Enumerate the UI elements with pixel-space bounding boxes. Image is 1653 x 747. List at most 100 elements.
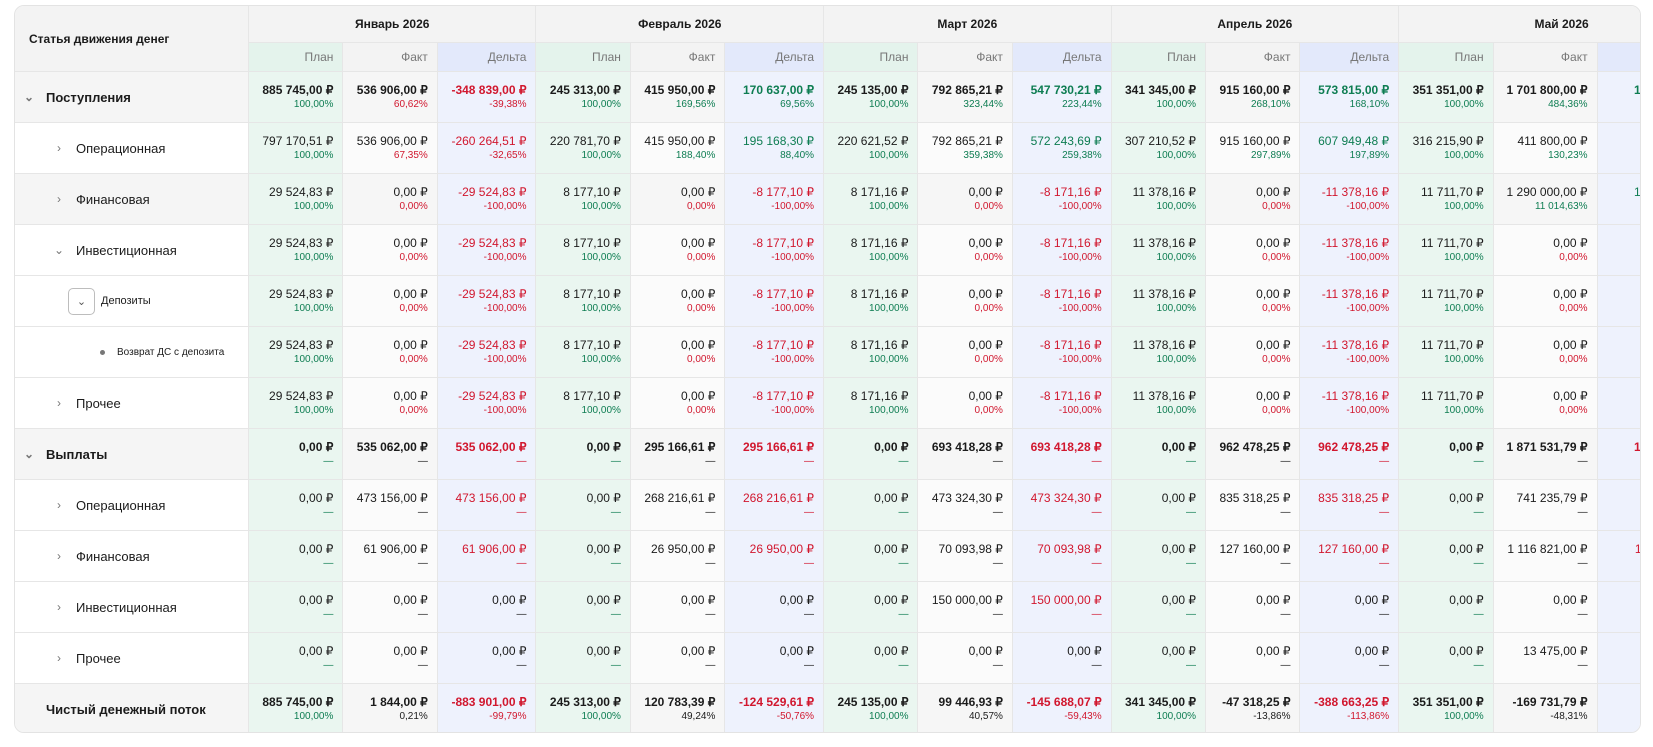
plan-cell[interactable]: 0,00 ₽ — — [823, 479, 919, 531]
delta-cell[interactable]: 693 418,28 ₽ — — [1012, 428, 1112, 480]
plan-cell[interactable]: 11 711,70 ₽ 100,00% — [1398, 275, 1494, 327]
delta-cell[interactable]: 95 584,10 ₽30,23% — [1597, 122, 1640, 174]
plan-cell[interactable]: 245 313,00 ₽ 100,00% — [535, 71, 631, 123]
plan-cell[interactable]: 0,00 ₽ — — [248, 428, 344, 480]
fact-cell[interactable]: -169 731,79 ₽ -48,31% — [1493, 683, 1598, 732]
subheader-fact[interactable]: Факт — [1493, 42, 1598, 72]
plan-cell[interactable]: 11 711,70 ₽ 100,00% — [1398, 173, 1494, 225]
fact-cell[interactable]: 915 160,00 ₽ 297,89% — [1205, 122, 1301, 174]
delta-cell[interactable]: 962 478,25 ₽ — — [1299, 428, 1400, 480]
plan-cell[interactable]: 0,00 ₽ — — [1398, 530, 1494, 582]
delta-cell[interactable]: 473 156,00 ₽ — — [437, 479, 537, 531]
fact-cell[interactable]: 693 418,28 ₽ — — [917, 428, 1013, 480]
plan-cell[interactable]: 29 524,83 ₽ 100,00% — [248, 224, 344, 276]
delta-cell[interactable]: -29 524,83 ₽ -100,00% — [437, 377, 537, 429]
plan-cell[interactable]: 0,00 ₽ — — [823, 530, 919, 582]
fact-cell[interactable]: 1 701 800,00 ₽ 484,36% — [1493, 71, 1598, 123]
plan-cell[interactable]: 0,00 ₽ — — [535, 632, 631, 684]
plan-cell[interactable]: 29 524,83 ₽ 100,00% — [248, 326, 344, 378]
fact-cell[interactable]: 0,00 ₽ 0,00% — [917, 173, 1013, 225]
plan-cell[interactable]: 220 781,70 ₽ 100,00% — [535, 122, 631, 174]
plan-cell[interactable]: 885 745,00 ₽ 100,00% — [248, 71, 344, 123]
row-label-cell[interactable]: › Операционная — [15, 122, 249, 174]
delta-cell[interactable]: -8 177,10 ₽ -100,00% — [724, 275, 825, 327]
plan-cell[interactable]: 0,00 ₽ — — [535, 530, 631, 582]
delta-cell[interactable]: -883 901,00 ₽ -99,79% — [437, 683, 537, 732]
fact-cell[interactable]: 0,00 ₽ 0,00% — [1493, 224, 1598, 276]
delta-cell[interactable]: 1 278 288,30 ₽10 914,63% — [1597, 173, 1640, 225]
subheader-delta[interactable]: Дельта — [437, 42, 537, 72]
month-header-mar[interactable]: Март 2026 — [823, 6, 1112, 43]
fact-cell[interactable]: 0,00 ₽ — — [1493, 581, 1598, 633]
plan-cell[interactable]: 8 177,10 ₽ 100,00% — [535, 326, 631, 378]
delta-cell[interactable]: 1 871 531,79 ₽— — [1597, 428, 1640, 480]
delta-cell[interactable]: -11 711,70 ₽-100,00% — [1597, 377, 1640, 429]
delta-cell[interactable]: 741 235,79 ₽— — [1597, 479, 1640, 531]
delta-cell[interactable]: -29 524,83 ₽ -100,00% — [437, 326, 537, 378]
delta-cell[interactable]: -388 663,25 ₽ -113,86% — [1299, 683, 1400, 732]
subheader-fact[interactable]: Факт — [1205, 42, 1301, 72]
fact-cell[interactable]: 0,00 ₽ 0,00% — [342, 224, 438, 276]
row-deposit-return[interactable]: Возврат ДС с депозита 29 524,83 ₽ 100,00% 0… — [15, 326, 1640, 378]
fact-cell[interactable]: 411 800,00 ₽ 130,23% — [1493, 122, 1598, 174]
plan-cell[interactable]: 245 313,00 ₽ 100,00% — [535, 683, 631, 732]
row-outflows-investing[interactable]: › Инвестиционная 0,00 ₽ —0,00 ₽ —0,00 ₽ —0,00… — [15, 581, 1640, 633]
row-label-cell[interactable]: › Финансовая — [15, 530, 249, 582]
delta-cell[interactable]: 268 216,61 ₽ — — [724, 479, 825, 531]
delta-cell[interactable]: 572 243,69 ₽ 259,38% — [1012, 122, 1112, 174]
row-inflows-investing[interactable]: ⌄ Инвестиционная 29 524,83 ₽100,00% 0,00 ₽0… — [15, 224, 1640, 276]
delta-cell[interactable]: -11 711,70 ₽-100,00% — [1597, 275, 1640, 327]
delta-cell[interactable]: 295 166,61 ₽ — — [724, 428, 825, 480]
delta-cell[interactable]: 0,00 ₽— — [1597, 581, 1640, 633]
subheader-delta[interactable]: Дельта — [724, 42, 825, 72]
delta-cell[interactable]: -11 711,70 ₽-100,00% — [1597, 224, 1640, 276]
fact-cell[interactable]: 13 475,00 ₽ — — [1493, 632, 1598, 684]
plan-cell[interactable]: 0,00 ₽ — — [248, 479, 344, 531]
row-label-cell[interactable]: ⌄ Депозиты — [15, 275, 249, 327]
chevron-right-icon[interactable]: › — [57, 498, 61, 512]
fact-cell[interactable]: 0,00 ₽ 0,00% — [342, 326, 438, 378]
row-label-cell[interactable]: ⌄ Инвестиционная — [15, 224, 249, 276]
row-label-cell[interactable]: › Прочее — [15, 632, 249, 684]
plan-cell[interactable]: 0,00 ₽ — — [535, 581, 631, 633]
delta-cell[interactable]: 535 062,00 ₽ — — [437, 428, 537, 480]
delta-cell[interactable]: 170 637,00 ₽ 69,56% — [724, 71, 825, 123]
plan-cell[interactable]: 0,00 ₽ — — [823, 632, 919, 684]
row-inflows-financial[interactable]: › Финансовая 29 524,83 ₽ 100,00% 0,00 ₽ 0,00%… — [15, 173, 1640, 225]
plan-cell[interactable]: 0,00 ₽ — — [535, 479, 631, 531]
plan-cell[interactable]: 0,00 ₽ — — [1111, 428, 1207, 480]
plan-cell[interactable]: 8 177,10 ₽ 100,00% — [535, 224, 631, 276]
delta-cell[interactable]: -11 378,16 ₽ -100,00% — [1299, 377, 1400, 429]
delta-cell[interactable]: 573 815,00 ₽ 168,10% — [1299, 71, 1400, 123]
delta-cell[interactable]: 26 950,00 ₽ — — [724, 530, 825, 582]
fact-cell[interactable]: 0,00 ₽ 0,00% — [1205, 224, 1301, 276]
month-header-apr[interactable]: Апрель 2026 — [1111, 6, 1400, 43]
delta-cell[interactable]: -11 378,16 ₽ -100,00% — [1299, 173, 1400, 225]
fact-cell[interactable]: 0,00 ₽ 0,00% — [917, 326, 1013, 378]
delta-cell[interactable]: 0,00 ₽— — [1012, 632, 1112, 684]
fact-cell[interactable]: 535 062,00 ₽ — — [342, 428, 438, 480]
fact-cell[interactable]: 915 160,00 ₽ 268,10% — [1205, 71, 1301, 123]
delta-cell[interactable]: -8 171,16 ₽ -100,00% — [1012, 326, 1112, 378]
delta-cell[interactable]: -11 378,16 ₽ -100,00% — [1299, 224, 1400, 276]
delta-cell[interactable]: 547 730,21 ₽ 223,44% — [1012, 71, 1112, 123]
plan-cell[interactable]: 0,00 ₽ — — [248, 581, 344, 633]
delta-cell[interactable]: 61 906,00 ₽ — — [437, 530, 537, 582]
fact-cell[interactable]: 0,00 ₽ 0,00% — [630, 326, 726, 378]
plan-cell[interactable]: 8 177,10 ₽ 100,00% — [535, 377, 631, 429]
fact-cell[interactable]: 536 906,00 ₽ 67,35% — [342, 122, 438, 174]
delta-cell[interactable]: 473 324,30 ₽ — — [1012, 479, 1112, 531]
subheader-fact[interactable]: Факт — [917, 42, 1013, 72]
delta-cell[interactable]: 607 949,48 ₽ 197,89% — [1299, 122, 1400, 174]
delta-cell[interactable]: -11 378,16 ₽ -100,00% — [1299, 275, 1400, 327]
fact-cell[interactable]: 0,00 ₽ 0,00% — [917, 224, 1013, 276]
fact-cell[interactable]: 0,00 ₽ — — [630, 581, 726, 633]
subheader-plan[interactable]: План — [535, 42, 631, 72]
fact-cell[interactable]: 0,00 ₽ 0,00% — [1205, 173, 1301, 225]
plan-cell[interactable]: 341 345,00 ₽ 100,00% — [1111, 71, 1207, 123]
plan-cell[interactable]: 0,00 ₽ — — [248, 530, 344, 582]
plan-cell[interactable]: 11 378,16 ₽ 100,00% — [1111, 275, 1207, 327]
subheader-delta[interactable]: Дельта — [1299, 42, 1400, 72]
delta-cell[interactable]: 0,00 ₽— — [437, 632, 537, 684]
plan-cell[interactable]: 8 177,10 ₽ 100,00% — [535, 275, 631, 327]
